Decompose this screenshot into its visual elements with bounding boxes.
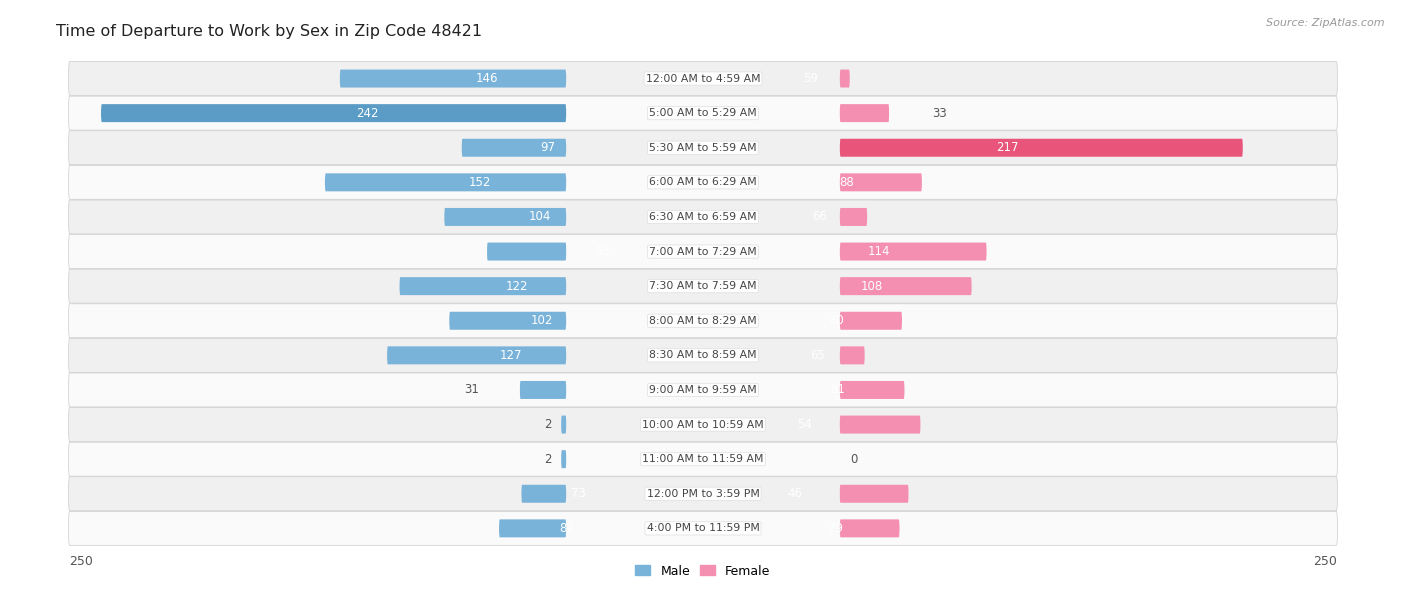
Text: 59: 59 bbox=[803, 72, 818, 85]
Text: 146: 146 bbox=[477, 72, 499, 85]
FancyBboxPatch shape bbox=[499, 519, 567, 537]
Text: 7:30 AM to 7:59 AM: 7:30 AM to 7:59 AM bbox=[650, 281, 756, 291]
FancyBboxPatch shape bbox=[839, 277, 972, 295]
Text: Source: ZipAtlas.com: Source: ZipAtlas.com bbox=[1267, 18, 1385, 28]
FancyBboxPatch shape bbox=[101, 104, 567, 122]
FancyBboxPatch shape bbox=[69, 234, 1337, 268]
Text: 7:00 AM to 7:29 AM: 7:00 AM to 7:29 AM bbox=[650, 246, 756, 256]
Text: 242: 242 bbox=[357, 107, 380, 120]
FancyBboxPatch shape bbox=[839, 312, 903, 330]
FancyBboxPatch shape bbox=[69, 373, 1337, 407]
Text: 5:00 AM to 5:29 AM: 5:00 AM to 5:29 AM bbox=[650, 108, 756, 118]
Text: 46: 46 bbox=[787, 487, 801, 500]
Text: 81: 81 bbox=[831, 383, 845, 396]
Text: 9:00 AM to 9:59 AM: 9:00 AM to 9:59 AM bbox=[650, 385, 756, 395]
FancyBboxPatch shape bbox=[839, 485, 908, 503]
FancyBboxPatch shape bbox=[69, 269, 1337, 303]
Text: 6:00 AM to 6:29 AM: 6:00 AM to 6:29 AM bbox=[650, 177, 756, 187]
FancyBboxPatch shape bbox=[561, 450, 567, 468]
Text: 127: 127 bbox=[499, 349, 522, 362]
Text: 122: 122 bbox=[506, 280, 529, 293]
Text: 12:00 PM to 3:59 PM: 12:00 PM to 3:59 PM bbox=[647, 488, 759, 499]
FancyBboxPatch shape bbox=[839, 104, 889, 122]
FancyBboxPatch shape bbox=[561, 415, 567, 434]
FancyBboxPatch shape bbox=[486, 243, 567, 261]
Text: 102: 102 bbox=[530, 314, 553, 327]
Text: 54: 54 bbox=[797, 418, 811, 431]
FancyBboxPatch shape bbox=[839, 208, 868, 226]
FancyBboxPatch shape bbox=[69, 200, 1337, 234]
Text: 8:30 AM to 8:59 AM: 8:30 AM to 8:59 AM bbox=[650, 350, 756, 361]
Text: 31: 31 bbox=[464, 383, 479, 396]
Text: 0: 0 bbox=[849, 453, 858, 466]
FancyBboxPatch shape bbox=[69, 477, 1337, 511]
Text: 152: 152 bbox=[468, 176, 491, 189]
Text: 66: 66 bbox=[811, 211, 827, 224]
Text: 12:00 AM to 4:59 AM: 12:00 AM to 4:59 AM bbox=[645, 74, 761, 83]
Text: 4:00 PM to 11:59 PM: 4:00 PM to 11:59 PM bbox=[647, 524, 759, 533]
Legend: Male, Female: Male, Female bbox=[630, 560, 776, 583]
Text: 2: 2 bbox=[544, 418, 551, 431]
FancyBboxPatch shape bbox=[325, 173, 567, 192]
FancyBboxPatch shape bbox=[69, 442, 1337, 476]
FancyBboxPatch shape bbox=[399, 277, 567, 295]
Text: 65: 65 bbox=[811, 349, 825, 362]
FancyBboxPatch shape bbox=[69, 304, 1337, 338]
FancyBboxPatch shape bbox=[69, 339, 1337, 372]
FancyBboxPatch shape bbox=[839, 173, 922, 192]
FancyBboxPatch shape bbox=[69, 408, 1337, 441]
Text: 104: 104 bbox=[529, 211, 551, 224]
Text: 80: 80 bbox=[830, 314, 844, 327]
FancyBboxPatch shape bbox=[69, 131, 1337, 165]
FancyBboxPatch shape bbox=[69, 512, 1337, 546]
FancyBboxPatch shape bbox=[839, 346, 865, 364]
Text: 88: 88 bbox=[839, 176, 853, 189]
FancyBboxPatch shape bbox=[839, 70, 849, 87]
Text: 33: 33 bbox=[932, 107, 946, 120]
FancyBboxPatch shape bbox=[522, 485, 567, 503]
Text: 2: 2 bbox=[544, 453, 551, 466]
Text: 53: 53 bbox=[596, 245, 610, 258]
Text: 5:30 AM to 5:59 AM: 5:30 AM to 5:59 AM bbox=[650, 143, 756, 153]
FancyBboxPatch shape bbox=[444, 208, 567, 226]
FancyBboxPatch shape bbox=[69, 165, 1337, 199]
Text: 108: 108 bbox=[860, 280, 883, 293]
Text: 10:00 AM to 10:59 AM: 10:00 AM to 10:59 AM bbox=[643, 419, 763, 430]
FancyBboxPatch shape bbox=[839, 519, 900, 537]
FancyBboxPatch shape bbox=[450, 312, 567, 330]
Text: 79: 79 bbox=[828, 522, 844, 535]
FancyBboxPatch shape bbox=[340, 70, 567, 87]
FancyBboxPatch shape bbox=[520, 381, 567, 399]
FancyBboxPatch shape bbox=[839, 139, 1243, 156]
FancyBboxPatch shape bbox=[69, 96, 1337, 130]
Text: 114: 114 bbox=[868, 245, 890, 258]
FancyBboxPatch shape bbox=[387, 346, 567, 364]
Text: 8:00 AM to 8:29 AM: 8:00 AM to 8:29 AM bbox=[650, 316, 756, 325]
FancyBboxPatch shape bbox=[839, 415, 921, 434]
Text: 217: 217 bbox=[995, 141, 1018, 154]
Text: 82: 82 bbox=[560, 522, 574, 535]
Text: 73: 73 bbox=[571, 487, 585, 500]
FancyBboxPatch shape bbox=[69, 61, 1337, 95]
Text: 6:30 AM to 6:59 AM: 6:30 AM to 6:59 AM bbox=[650, 212, 756, 222]
Text: Time of Departure to Work by Sex in Zip Code 48421: Time of Departure to Work by Sex in Zip … bbox=[56, 24, 482, 39]
FancyBboxPatch shape bbox=[839, 381, 904, 399]
Text: 97: 97 bbox=[541, 141, 555, 154]
FancyBboxPatch shape bbox=[461, 139, 567, 156]
Text: 11:00 AM to 11:59 AM: 11:00 AM to 11:59 AM bbox=[643, 454, 763, 464]
FancyBboxPatch shape bbox=[839, 243, 987, 261]
